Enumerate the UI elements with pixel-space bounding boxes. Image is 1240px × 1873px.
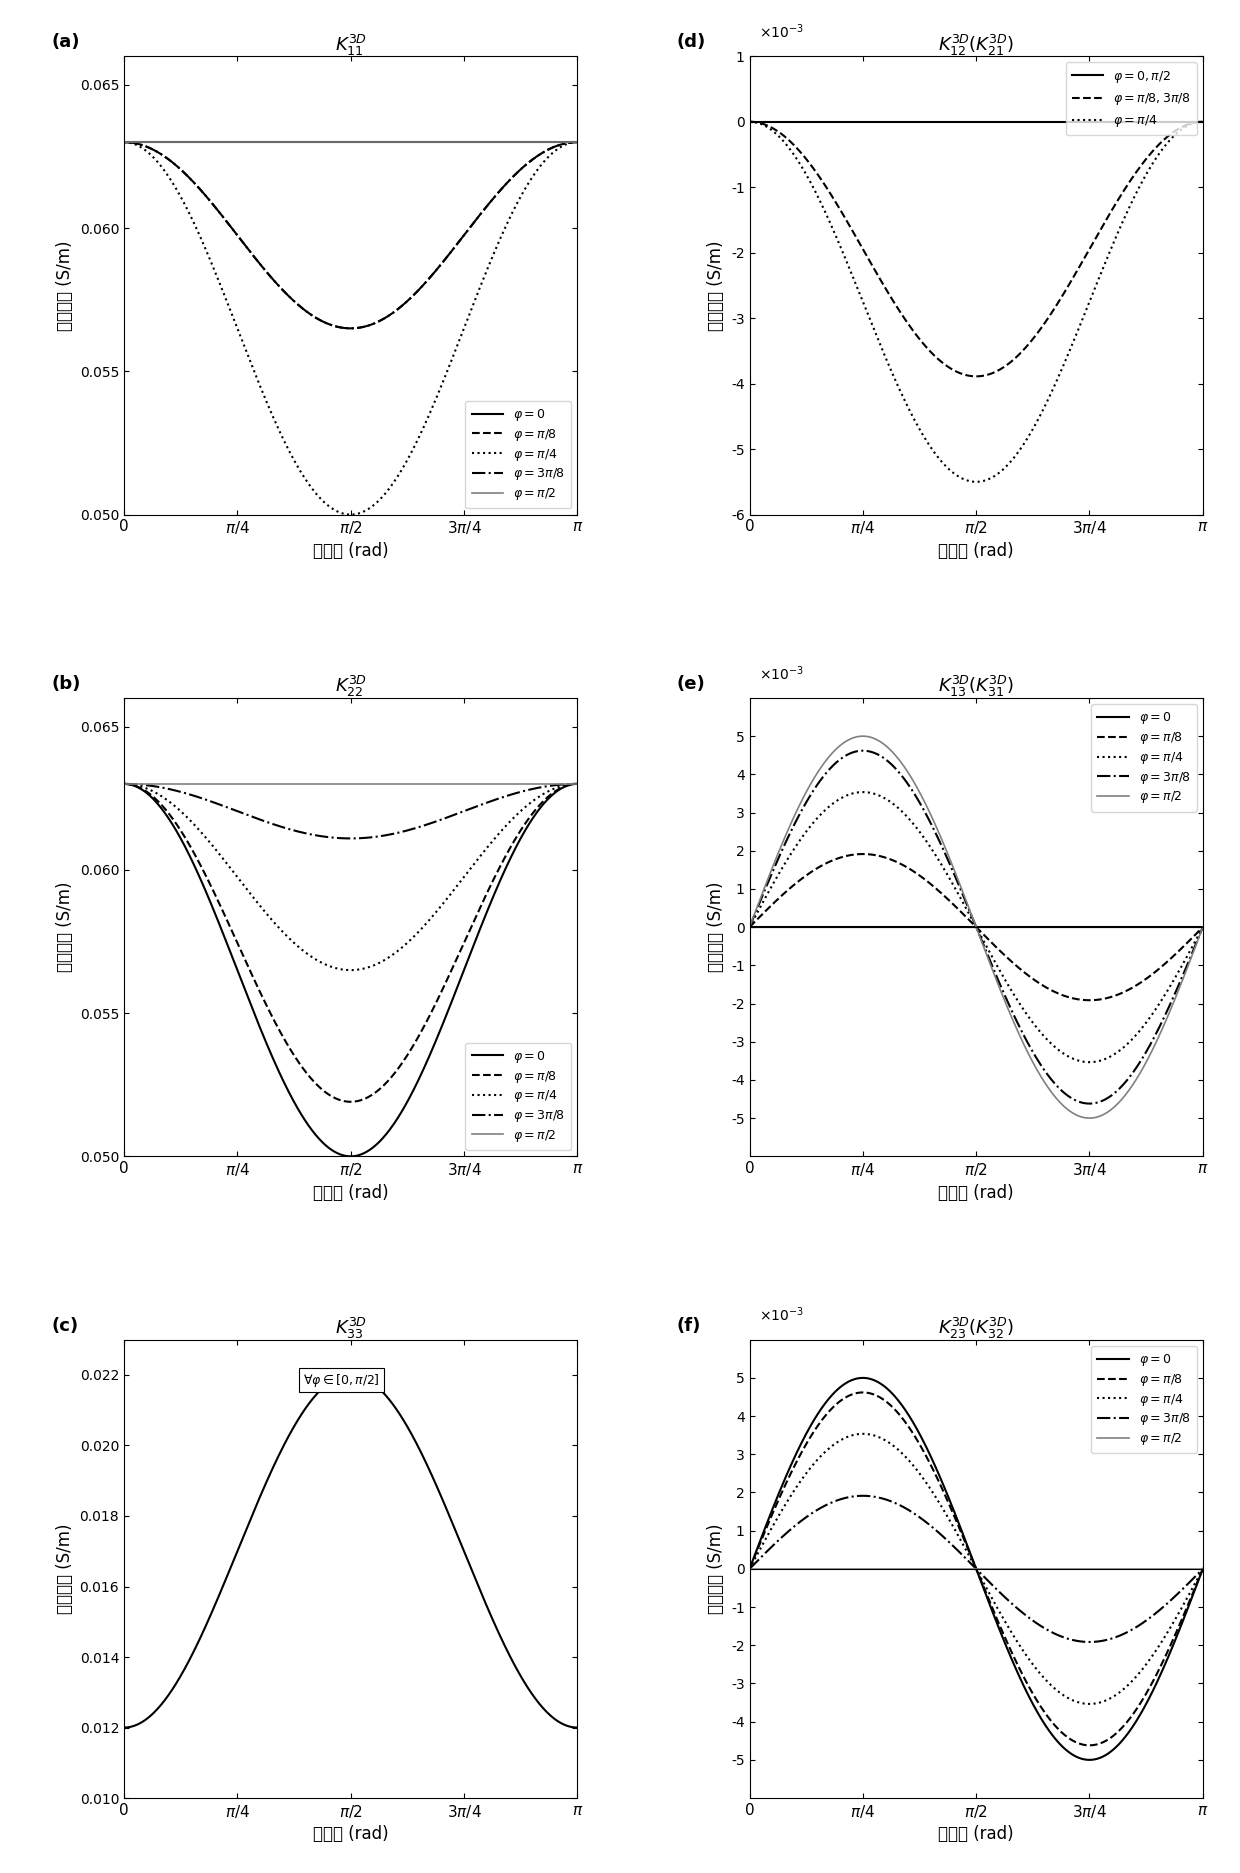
Text: (d): (d) [677,34,707,51]
$\varphi=\pi/8,3\pi/8$ [1115,182,1130,204]
Legend: $\varphi=0$, $\varphi=\pi/8$, $\varphi=\pi/4$, $\varphi=3\pi/8$, $\varphi=\pi/2$: $\varphi=0$, $\varphi=\pi/8$, $\varphi=\… [1091,704,1197,811]
$\varphi=\pi/8,3\pi/8$ [988,360,1003,382]
$\varphi=\pi/4$ [742,111,756,133]
$\varphi=0,\pi/2$ [960,111,975,133]
$\varphi=\pi/4$ [957,468,972,491]
Legend: $\varphi=0$, $\varphi=\pi/8$, $\varphi=\pi/4$, $\varphi=3\pi/8$, $\varphi=\pi/2$: $\varphi=0$, $\varphi=\pi/8$, $\varphi=\… [465,401,572,508]
$\varphi=0,\pi/2$ [1184,111,1199,133]
$\varphi=\pi/8,3\pi/8$ [1013,343,1028,365]
Line: $\varphi=\pi/4$: $\varphi=\pi/4$ [749,122,1203,481]
Title: $K_{13}^{3D}(K_{31}^{3D})$: $K_{13}^{3D}(K_{31}^{3D})$ [939,674,1014,699]
Y-axis label: 电导率值 (S/m): 电导率值 (S/m) [707,1523,725,1615]
Y-axis label: 电导率值 (S/m): 电导率值 (S/m) [56,1523,74,1615]
X-axis label: 倒斜角 (rad): 倒斜角 (rad) [939,1826,1014,1843]
Y-axis label: 电导率值 (S/m): 电导率值 (S/m) [56,882,74,972]
$\varphi=0,\pi/2$ [1114,111,1128,133]
$\varphi=\pi/8,3\pi/8$ [1185,112,1200,135]
$\varphi=\pi/8,3\pi/8$ [957,363,972,386]
$\varphi=\pi/4$ [988,465,1003,487]
$\varphi=0,\pi/2$ [987,111,1002,133]
$\varphi=\pi/4$ [1185,112,1200,135]
Text: $\times 10^{-3}$: $\times 10^{-3}$ [759,665,804,682]
Text: (a): (a) [52,34,79,51]
$\varphi=\pi/4$ [960,470,975,493]
X-axis label: 倒斜角 (rad): 倒斜角 (rad) [939,1184,1014,1202]
X-axis label: 倒斜角 (rad): 倒斜角 (rad) [312,1826,388,1843]
Text: $\forall\varphi\in[0,\pi/2]$: $\forall\varphi\in[0,\pi/2]$ [303,1371,379,1388]
X-axis label: 倒斜角 (rad): 倒斜角 (rad) [939,541,1014,560]
$\varphi=0,\pi/2$ [742,111,756,133]
$\varphi=\pi/4$ [1013,438,1028,461]
Text: $\times 10^{-3}$: $\times 10^{-3}$ [759,1305,804,1324]
$\varphi=0,\pi/2$ [1012,111,1027,133]
$\varphi=\pi/4$ [1115,212,1130,234]
$\varphi=\pi/8,3\pi/8$ [960,363,975,386]
Title: $K_{11}^{3D}$: $K_{11}^{3D}$ [335,32,367,58]
X-axis label: 倒斜角 (rad): 倒斜角 (rad) [312,541,388,560]
Text: (f): (f) [677,1317,702,1335]
$\varphi=0,\pi/2$ [1195,111,1210,133]
Legend: $\varphi=0,\pi/2$, $\varphi=\pi/8,3\pi/8$, $\varphi=\pi/4$: $\varphi=0,\pi/2$, $\varphi=\pi/8,3\pi/8… [1065,62,1197,135]
Y-axis label: 电导率值 (S/m): 电导率值 (S/m) [707,240,725,332]
Y-axis label: 电导率值 (S/m): 电导率值 (S/m) [707,882,725,972]
$\varphi=\pi/4$ [968,470,983,493]
Legend: $\varphi=0$, $\varphi=\pi/8$, $\varphi=\pi/4$, $\varphi=3\pi/8$, $\varphi=\pi/2$: $\varphi=0$, $\varphi=\pi/8$, $\varphi=\… [465,1043,572,1150]
$\varphi=\pi/8,3\pi/8$ [968,365,983,388]
$\varphi=0,\pi/2$ [957,111,972,133]
Line: $\varphi=\pi/8,3\pi/8$: $\varphi=\pi/8,3\pi/8$ [749,122,1203,376]
Text: (b): (b) [52,674,81,693]
$\varphi=\pi/4$ [1195,111,1210,133]
Text: (c): (c) [52,1317,78,1335]
Title: $K_{12}^{3D}(K_{21}^{3D})$: $K_{12}^{3D}(K_{21}^{3D})$ [939,32,1014,58]
X-axis label: 倒斜角 (rad): 倒斜角 (rad) [312,1184,388,1202]
Y-axis label: 电导率值 (S/m): 电导率值 (S/m) [56,240,74,332]
Title: $K_{33}^{3D}$: $K_{33}^{3D}$ [335,1317,367,1341]
$\varphi=\pi/8,3\pi/8$ [1195,111,1210,133]
Title: $K_{23}^{3D}(K_{32}^{3D})$: $K_{23}^{3D}(K_{32}^{3D})$ [939,1317,1014,1341]
Title: $K_{22}^{3D}$: $K_{22}^{3D}$ [335,674,367,699]
$\varphi=\pi/8,3\pi/8$ [742,111,756,133]
Text: $\times 10^{-3}$: $\times 10^{-3}$ [759,22,804,41]
Legend: $\varphi=0$, $\varphi=\pi/8$, $\varphi=\pi/4$, $\varphi=3\pi/8$, $\varphi=\pi/2$: $\varphi=0$, $\varphi=\pi/8$, $\varphi=\… [1091,1347,1197,1453]
Text: (e): (e) [677,674,706,693]
